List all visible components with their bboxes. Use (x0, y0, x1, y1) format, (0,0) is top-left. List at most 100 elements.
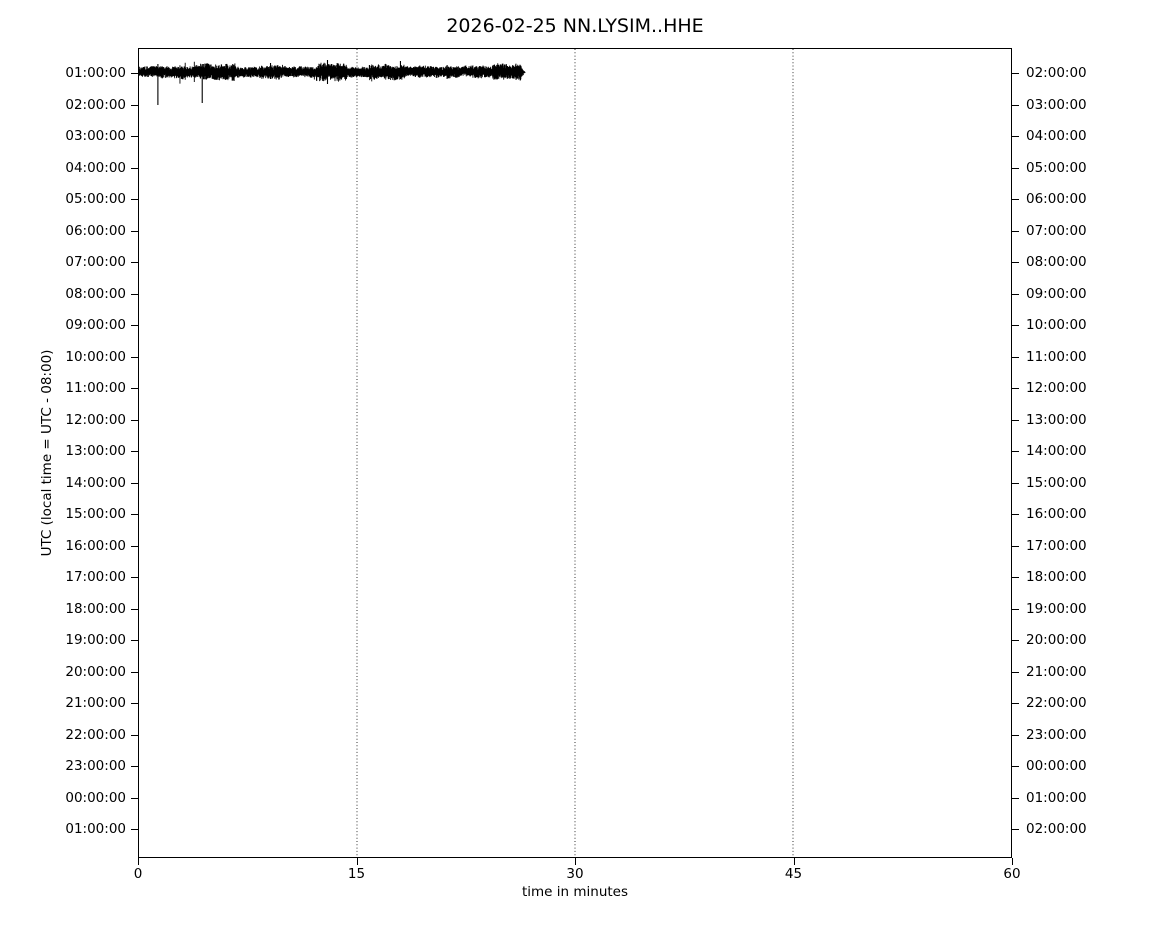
right-tick-mark (1012, 734, 1019, 736)
right-tick-mark (1012, 167, 1019, 169)
left-tick-mark (131, 73, 138, 74)
left-tick-mark (131, 104, 138, 106)
right-axis-tick-label: 07:00:00 (1026, 222, 1087, 239)
left-tick-mark (131, 671, 138, 673)
left-axis-tick-label: 20:00:00 (65, 663, 126, 680)
left-tick-mark (131, 136, 138, 137)
bottom-tick-mark (356, 858, 358, 865)
bottom-tick-mark (138, 858, 139, 865)
left-tick-mark (131, 230, 138, 232)
chart-title: 2026-02-25 NN.LYSIM..HHE (446, 15, 704, 37)
left-tick-mark (131, 640, 138, 641)
right-tick-mark (1012, 514, 1019, 515)
left-axis-tick-label: 04:00:00 (65, 159, 126, 176)
right-tick-mark (1012, 388, 1019, 389)
x-axis-tick-label: 15 (347, 866, 366, 882)
left-axis-tick-label: 10:00:00 (65, 348, 126, 365)
left-tick-mark (131, 356, 138, 358)
right-axis-tick-label: 04:00:00 (1026, 128, 1087, 144)
right-axis-tick-label: 12:00:00 (1026, 380, 1087, 396)
right-tick-mark (1012, 671, 1019, 673)
right-axis-tick-label: 17:00:00 (1026, 537, 1087, 554)
right-axis-tick-label: 22:00:00 (1026, 695, 1087, 711)
right-tick-mark (1012, 640, 1019, 641)
left-tick-mark (131, 167, 138, 169)
right-axis-tick-label: 11:00:00 (1026, 348, 1087, 365)
left-axis-tick-label: 18:00:00 (65, 600, 126, 617)
right-axis-tick-label: 18:00:00 (1026, 569, 1087, 585)
right-axis-tick-label: 05:00:00 (1026, 159, 1087, 176)
x-axis-tick-label: 60 (1003, 866, 1021, 882)
left-axis-tick-label: 06:00:00 (65, 222, 126, 239)
right-tick-mark (1012, 136, 1019, 137)
left-axis-tick-label: 00:00:00 (65, 789, 126, 806)
left-tick-mark (131, 293, 138, 295)
right-tick-mark (1012, 545, 1019, 547)
right-axis-tick-label: 02:00:00 (1026, 65, 1087, 81)
right-axis-tick-label: 16:00:00 (1026, 506, 1087, 522)
plot-area (138, 48, 1012, 858)
left-tick-mark (131, 482, 138, 484)
left-axis-tick-label: 13:00:00 (65, 443, 126, 459)
left-axis-tick-label: 15:00:00 (65, 506, 126, 522)
right-tick-mark (1012, 482, 1019, 484)
left-tick-mark (131, 199, 138, 200)
left-axis-tick-label: 23:00:00 (65, 758, 126, 774)
right-axis-tick-label: 20:00:00 (1026, 632, 1087, 648)
left-axis-tick-label: 19:00:00 (65, 632, 126, 648)
right-axis-tick-label: 02:00:00 (1026, 821, 1087, 837)
right-tick-mark (1012, 577, 1019, 578)
right-tick-mark (1012, 262, 1019, 263)
left-tick-mark (131, 608, 138, 610)
left-axis-tick-label: 14:00:00 (65, 474, 126, 491)
left-tick-mark (131, 797, 138, 799)
right-tick-mark (1012, 104, 1019, 106)
left-tick-mark (131, 829, 138, 830)
left-tick-mark (131, 451, 138, 452)
right-axis-tick-label: 10:00:00 (1026, 317, 1087, 333)
left-axis-tick-label: 02:00:00 (65, 96, 126, 113)
right-tick-mark (1012, 797, 1019, 799)
right-axis-tick-label: 06:00:00 (1026, 191, 1087, 207)
right-tick-mark (1012, 703, 1019, 704)
right-tick-mark (1012, 451, 1019, 452)
left-axis-tick-label: 05:00:00 (65, 191, 126, 207)
waveform-canvas (139, 49, 1011, 857)
left-tick-mark (131, 703, 138, 704)
right-tick-mark (1012, 230, 1019, 232)
right-axis-tick-label: 23:00:00 (1026, 726, 1087, 743)
left-tick-mark (131, 419, 138, 421)
bottom-tick-mark (575, 858, 576, 865)
left-axis-tick-label: 11:00:00 (65, 380, 126, 396)
left-axis-tick-label: 17:00:00 (65, 569, 126, 585)
x-axis-tick-label: 30 (566, 866, 584, 882)
bottom-tick-mark (1012, 858, 1013, 865)
bottom-tick-mark (793, 858, 795, 865)
left-axis-tick-label: 16:00:00 (65, 537, 126, 554)
right-axis-tick-label: 14:00:00 (1026, 443, 1087, 459)
left-tick-mark (131, 734, 138, 736)
right-tick-mark (1012, 293, 1019, 295)
left-tick-mark (131, 514, 138, 515)
left-tick-mark (131, 766, 138, 767)
right-tick-mark (1012, 608, 1019, 610)
left-axis-tick-label: 07:00:00 (65, 254, 126, 270)
left-axis-tick-label: 08:00:00 (65, 285, 126, 302)
left-tick-mark (131, 262, 138, 263)
right-axis-tick-label: 09:00:00 (1026, 285, 1087, 302)
left-axis-tick-label: 01:00:00 (65, 65, 126, 81)
right-axis-tick-label: 03:00:00 (1026, 96, 1087, 113)
left-tick-mark (131, 388, 138, 389)
left-axis-tick-label: 09:00:00 (65, 317, 126, 333)
right-axis-tick-label: 19:00:00 (1026, 600, 1087, 617)
right-tick-mark (1012, 73, 1019, 74)
left-axis-tick-label: 01:00:00 (65, 821, 126, 837)
x-axis-label: time in minutes (521, 884, 629, 900)
right-axis-tick-label: 15:00:00 (1026, 474, 1087, 491)
right-axis-tick-label: 08:00:00 (1026, 254, 1087, 270)
right-axis-tick-label: 13:00:00 (1026, 411, 1087, 428)
left-tick-mark (131, 325, 138, 326)
right-tick-mark (1012, 356, 1019, 358)
right-axis-tick-label: 00:00:00 (1026, 758, 1087, 774)
